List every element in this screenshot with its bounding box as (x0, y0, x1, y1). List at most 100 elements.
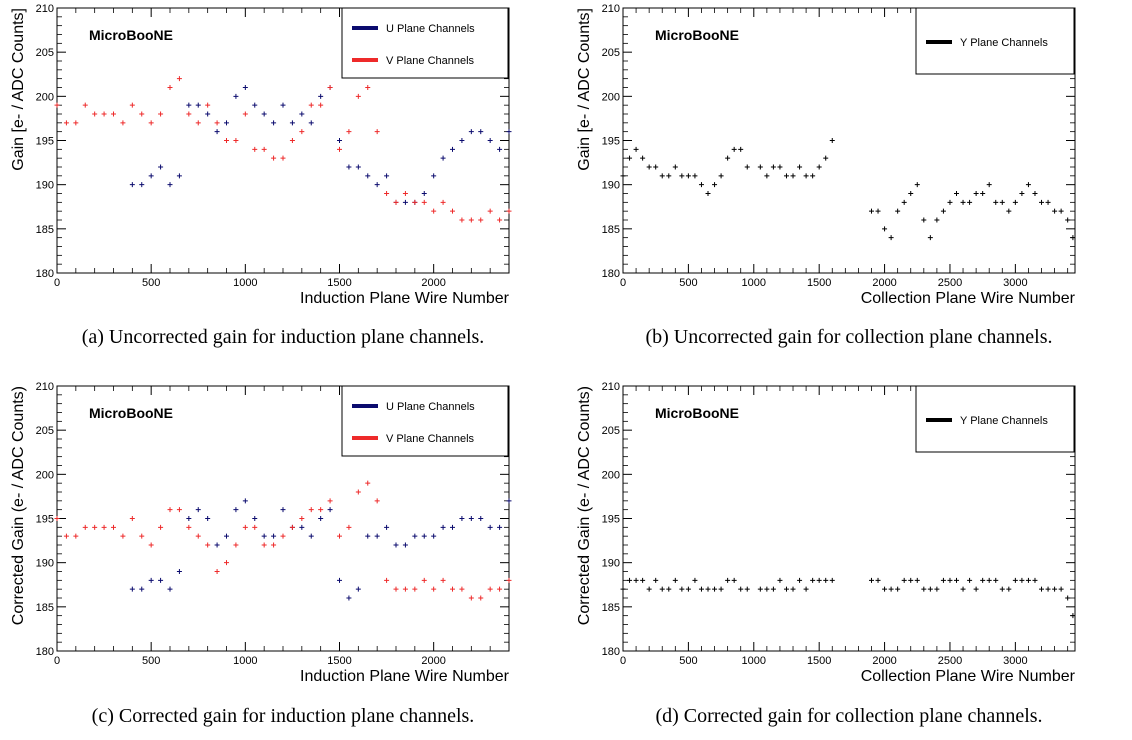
data-point (280, 533, 286, 539)
data-point (868, 577, 874, 583)
y-tick-label: 180 (36, 268, 54, 280)
y-tick-label: 210 (602, 381, 620, 393)
y-tick-label: 185 (602, 602, 620, 614)
data-point (692, 577, 698, 583)
data-point (214, 120, 220, 126)
data-point (299, 111, 305, 117)
x-tick-label: 0 (620, 277, 626, 289)
legend-box (341, 385, 509, 457)
x-tick-label: 2000 (872, 655, 896, 667)
data-point (129, 516, 135, 521)
data-point (698, 586, 704, 592)
data-point (92, 111, 98, 117)
data-point (374, 129, 380, 135)
data-point (934, 586, 940, 592)
data-point (718, 586, 724, 592)
data-point (487, 208, 493, 214)
data-point (186, 111, 192, 117)
data-point (646, 586, 652, 592)
data-point (633, 146, 639, 152)
data-point (393, 586, 399, 592)
data-point (783, 173, 789, 179)
series-v-plane-channels (54, 76, 512, 223)
data-point (139, 111, 145, 117)
data-point (374, 533, 380, 539)
data-point (1012, 199, 1018, 205)
data-point (1052, 208, 1058, 214)
data-point (764, 586, 770, 592)
x-tick-label: 2000 (421, 277, 445, 289)
data-point (659, 173, 665, 179)
data-point (468, 516, 474, 521)
data-point (921, 217, 927, 223)
data-point (459, 217, 465, 223)
y-tick-label: 205 (602, 47, 620, 59)
data-point (744, 586, 750, 592)
data-point (280, 507, 286, 513)
data-point (718, 173, 724, 179)
data-point (999, 199, 1005, 205)
data-point (308, 102, 314, 108)
data-point (393, 542, 399, 548)
data-point (999, 586, 1005, 592)
y-tick-label: 190 (602, 180, 620, 192)
data-point (679, 586, 685, 592)
data-point (214, 129, 220, 135)
y-tick-label: 200 (36, 469, 54, 481)
data-point (54, 102, 60, 108)
data-point (139, 182, 145, 188)
data-point (934, 217, 940, 223)
x-axis-label: Collection Plane Wire Number (861, 290, 1076, 307)
data-point (421, 199, 427, 205)
x-axis-label: Collection Plane Wire Number (861, 668, 1076, 685)
legend-label: U Plane Channels (386, 401, 475, 413)
data-point (816, 577, 822, 583)
data-point (224, 533, 229, 539)
data-point (810, 173, 816, 179)
x-tick-label: 1000 (233, 655, 257, 667)
data-point (384, 191, 390, 196)
data-point (633, 577, 639, 583)
data-point (355, 93, 361, 99)
y-tick-label: 210 (36, 3, 54, 15)
data-point (355, 489, 361, 495)
data-point (478, 595, 484, 601)
y-tick-label: 200 (602, 469, 620, 481)
data-point (1052, 586, 1058, 592)
data-point (402, 191, 408, 196)
data-point (365, 173, 371, 179)
data-point (497, 586, 503, 592)
data-point (421, 577, 427, 583)
data-point (224, 120, 229, 126)
data-point (252, 102, 258, 108)
y-tick-label: 205 (602, 425, 620, 437)
data-point (620, 586, 626, 592)
data-point (120, 120, 126, 126)
data-point (901, 199, 907, 205)
data-point (186, 524, 192, 530)
data-point (497, 217, 503, 223)
data-point (666, 173, 672, 179)
data-point (783, 586, 789, 592)
data-point (299, 516, 305, 521)
data-point (947, 577, 953, 583)
data-point (914, 182, 920, 188)
data-point (101, 111, 107, 117)
y-axis-label: Gain [e- / ADC Counts] (576, 8, 593, 171)
x-tick-label: 1500 (327, 277, 351, 289)
x-tick-label: 0 (54, 277, 60, 289)
panel-d: 180 185 190 195 200 205 210 0 500 1000 1500 2000 250… (566, 378, 1132, 688)
data-point (1006, 208, 1012, 214)
data-point (895, 586, 901, 592)
data-point (506, 498, 512, 504)
chart-d: 180 185 190 195 200 205 210 0 500 1000 1500 2000 250… (576, 381, 1076, 685)
y-tick-label: 195 (602, 136, 620, 148)
data-point (927, 235, 933, 241)
data-point (967, 199, 973, 205)
data-point (725, 577, 731, 583)
data-point (355, 586, 361, 592)
data-point (280, 102, 286, 108)
data-point (659, 586, 665, 592)
data-point (252, 516, 258, 521)
data-point (384, 173, 390, 179)
